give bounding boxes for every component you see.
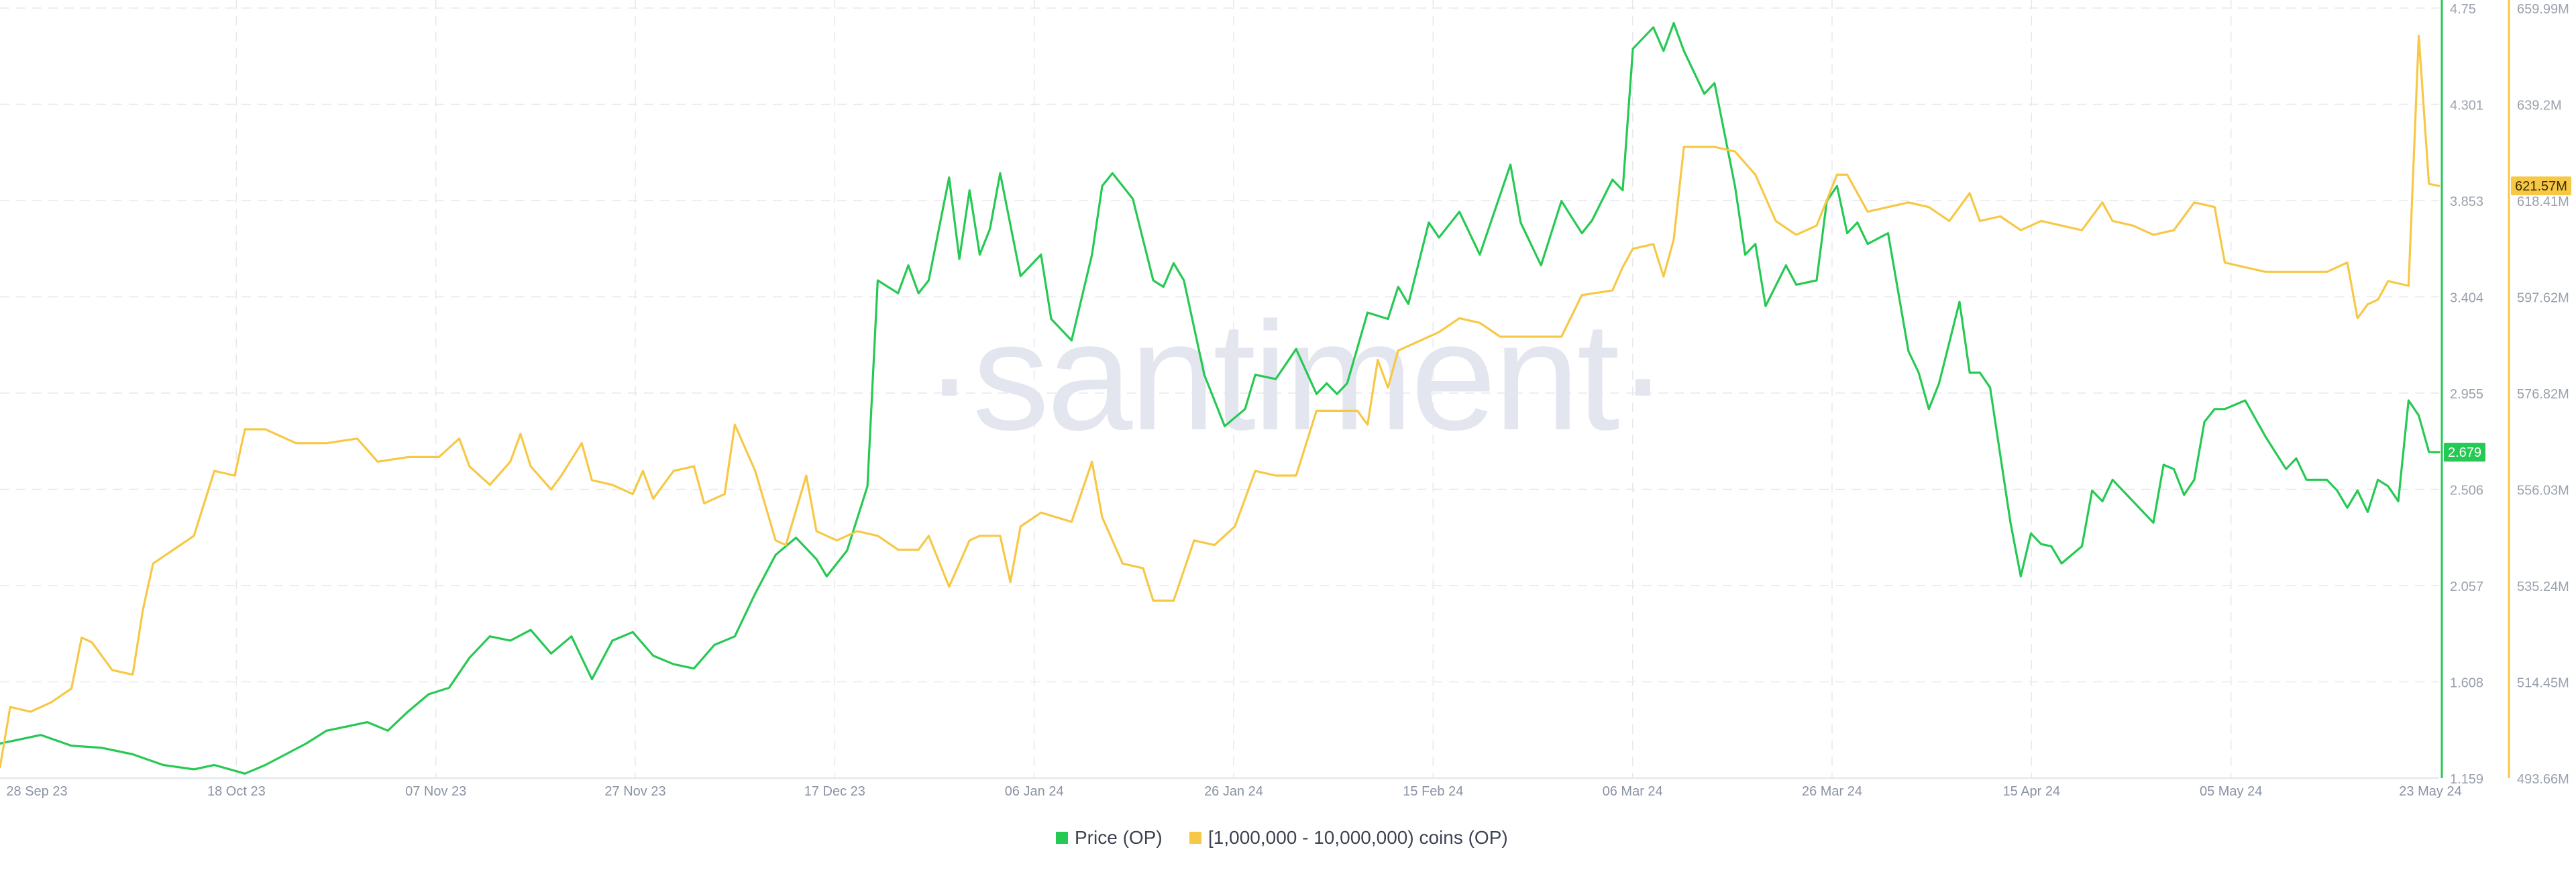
- santiment-watermark: ·santiment·: [924, 290, 1666, 462]
- price-current-value: 2.679: [2448, 445, 2481, 460]
- y-left-tick-label: 1.608: [2450, 676, 2483, 691]
- x-tick-label: 06 Mar 24: [1603, 784, 1663, 799]
- x-tick-label: 15 Feb 24: [1403, 784, 1463, 799]
- whale-holdings-line: [0, 34, 2440, 769]
- y-right-tick-label: 597.62M: [2517, 291, 2569, 306]
- x-tick-label: 18 Oct 23: [207, 784, 266, 799]
- x-tick-label: 17 Dec 23: [804, 784, 865, 799]
- x-tick-label: 23 May 24: [2399, 784, 2461, 799]
- y-left-tick-label: 3.853: [2450, 195, 2483, 209]
- y-left-tick-label: 1.159: [2450, 772, 2483, 787]
- y-right-tick-label: 556.03M: [2517, 484, 2569, 498]
- y-left-tick-label: 2.955: [2450, 387, 2483, 402]
- y-left-tick-label: 2.057: [2450, 580, 2483, 594]
- x-tick-label: 06 Jan 24: [1005, 784, 1064, 799]
- legend-label-holdings: [1,000,000 - 10,000,000) coins (OP): [1208, 827, 1508, 848]
- y-left-tick-label: 4.301: [2450, 99, 2483, 113]
- y-right-tick-label: 493.66M: [2517, 772, 2569, 787]
- y-right-tick-label: 659.99M: [2517, 2, 2569, 17]
- y-left-tick-label: 2.506: [2450, 484, 2483, 498]
- holdings-current-badge: [2511, 176, 2571, 196]
- y-right-tick-label: 576.82M: [2517, 387, 2569, 402]
- y-right-tick-label: 514.45M: [2517, 676, 2569, 691]
- y-right-tick-label: 639.2M: [2517, 99, 2562, 113]
- y-left-tick-label: 3.404: [2450, 291, 2483, 306]
- legend-swatch-holdings: [1189, 832, 1201, 844]
- y-right-tick-label: 618.41M: [2517, 195, 2569, 209]
- x-tick-label: 26 Jan 24: [1204, 784, 1263, 799]
- x-tick-label: 27 Nov 23: [604, 784, 665, 799]
- holdings-current-value: 621.57M: [2515, 179, 2567, 194]
- y-left-tick-label: 4.75: [2450, 2, 2476, 17]
- price-op-line: [0, 21, 2440, 775]
- x-tick-label: 26 Mar 24: [1802, 784, 1862, 799]
- legend: Price (OP) [1,000,000 - 10,000,000) coins…: [1056, 827, 1508, 848]
- x-tick-label: 05 May 24: [2200, 784, 2262, 799]
- series-lines: [0, 21, 2440, 775]
- x-tick-label: 15 Apr 24: [2003, 784, 2061, 799]
- y-right-tick-label: 535.24M: [2517, 580, 2569, 594]
- axes: 4.75 659.99M 4.301 639.2M 3.853 618.41M 3.404 5…: [0, 0, 2569, 799]
- legend-label-price: Price (OP): [1075, 827, 1163, 848]
- price-current-badge: [2444, 443, 2485, 462]
- current-value-badges: 2.679 621.57M: [2444, 176, 2571, 462]
- x-tick-label: 28 Sep 23: [6, 784, 67, 799]
- legend-swatch-price: [1056, 832, 1068, 844]
- x-tick-label: 07 Nov 23: [405, 784, 466, 799]
